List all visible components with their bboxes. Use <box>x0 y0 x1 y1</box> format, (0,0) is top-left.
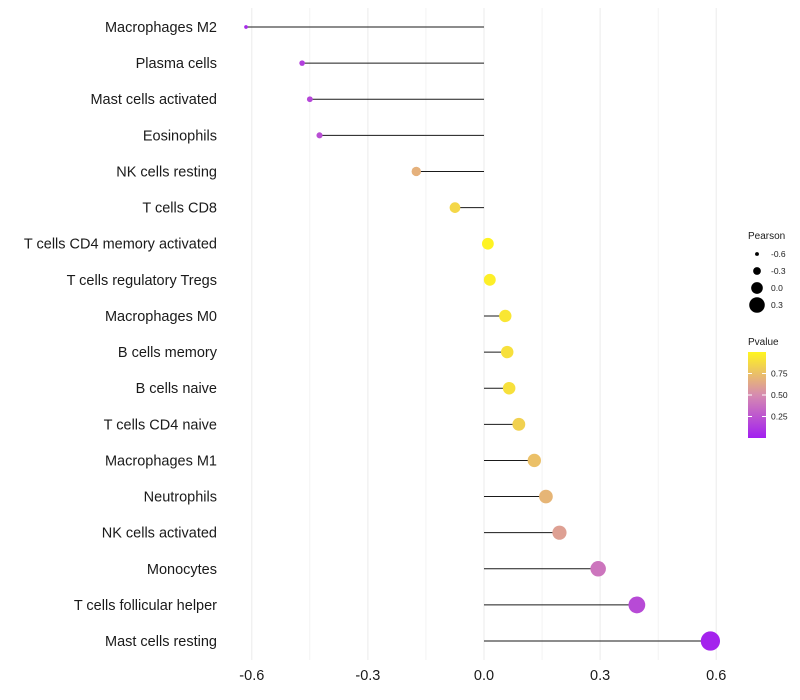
data-point <box>411 166 421 177</box>
category-label: Mast cells resting <box>105 634 217 650</box>
data-point <box>306 96 313 103</box>
size-legend-key <box>753 267 761 275</box>
color-legend: Pvalue 0.75 0.50 0.25 <box>748 337 788 438</box>
x-tick-label: 0.0 <box>474 668 494 684</box>
data-point <box>512 417 526 431</box>
category-label: NK cells activated <box>102 526 217 542</box>
data-point <box>483 273 496 286</box>
color-legend-title: Pvalue <box>748 337 779 348</box>
size-legend-key <box>749 297 765 313</box>
category-label: NK cells resting <box>116 164 217 180</box>
data-point <box>316 132 323 139</box>
category-label: Monocytes <box>147 562 217 578</box>
category-label: B cells naive <box>136 381 217 397</box>
x-tick-label: -0.6 <box>239 668 264 684</box>
size-legend-label: -0.6 <box>771 249 786 259</box>
size-legend-label: -0.3 <box>771 266 786 276</box>
color-legend-label: 0.50 <box>771 390 788 400</box>
data-point <box>628 596 646 614</box>
data-point <box>449 202 461 213</box>
y-axis-labels: Macrophages M2 Plasma cells Mast cells act… <box>24 20 218 650</box>
x-axis-labels: -0.6 -0.3 0.0 0.3 0.6 <box>239 668 726 684</box>
size-legend-key <box>755 252 759 256</box>
x-tick-label: -0.3 <box>355 668 380 684</box>
data-point <box>299 60 305 66</box>
points <box>244 25 721 651</box>
data-point <box>499 309 512 323</box>
category-label: T cells CD4 memory activated <box>24 237 217 253</box>
category-label: Eosinophils <box>143 128 217 144</box>
data-point <box>539 489 553 504</box>
data-point <box>244 25 248 29</box>
size-legend-label: 0.0 <box>771 283 783 293</box>
category-label: T cells CD4 naive <box>104 417 217 433</box>
data-point <box>590 561 606 577</box>
x-tick-label: 0.6 <box>706 668 726 684</box>
data-point <box>502 381 516 395</box>
category-label: Mast cells activated <box>90 92 217 108</box>
category-label: Macrophages M0 <box>105 309 217 325</box>
data-point <box>481 237 494 250</box>
color-legend-label: 0.75 <box>771 369 788 379</box>
category-label: T cells follicular helper <box>74 598 217 614</box>
category-label: Plasma cells <box>136 56 217 72</box>
data-point <box>501 345 514 359</box>
category-label: Macrophages M1 <box>105 453 217 469</box>
size-legend: Pearson -0.6 -0.3 0.0 0.3 <box>748 231 786 313</box>
category-label: T cells regulatory Tregs <box>67 273 217 289</box>
size-legend-key <box>751 282 763 294</box>
data-point <box>527 453 541 468</box>
data-point <box>700 631 721 651</box>
size-legend-title: Pearson <box>748 231 785 242</box>
size-legend-label: 0.3 <box>771 300 783 310</box>
data-point <box>552 525 567 540</box>
x-tick-label: 0.3 <box>590 668 610 684</box>
category-label: Neutrophils <box>144 490 217 506</box>
gridlines <box>251 8 717 660</box>
category-label: B cells memory <box>118 345 218 361</box>
category-label: Macrophages M2 <box>105 20 217 36</box>
stems <box>245 26 711 642</box>
color-legend-label: 0.25 <box>771 412 788 422</box>
color-bar <box>748 352 766 438</box>
category-label: T cells CD8 <box>142 201 217 217</box>
